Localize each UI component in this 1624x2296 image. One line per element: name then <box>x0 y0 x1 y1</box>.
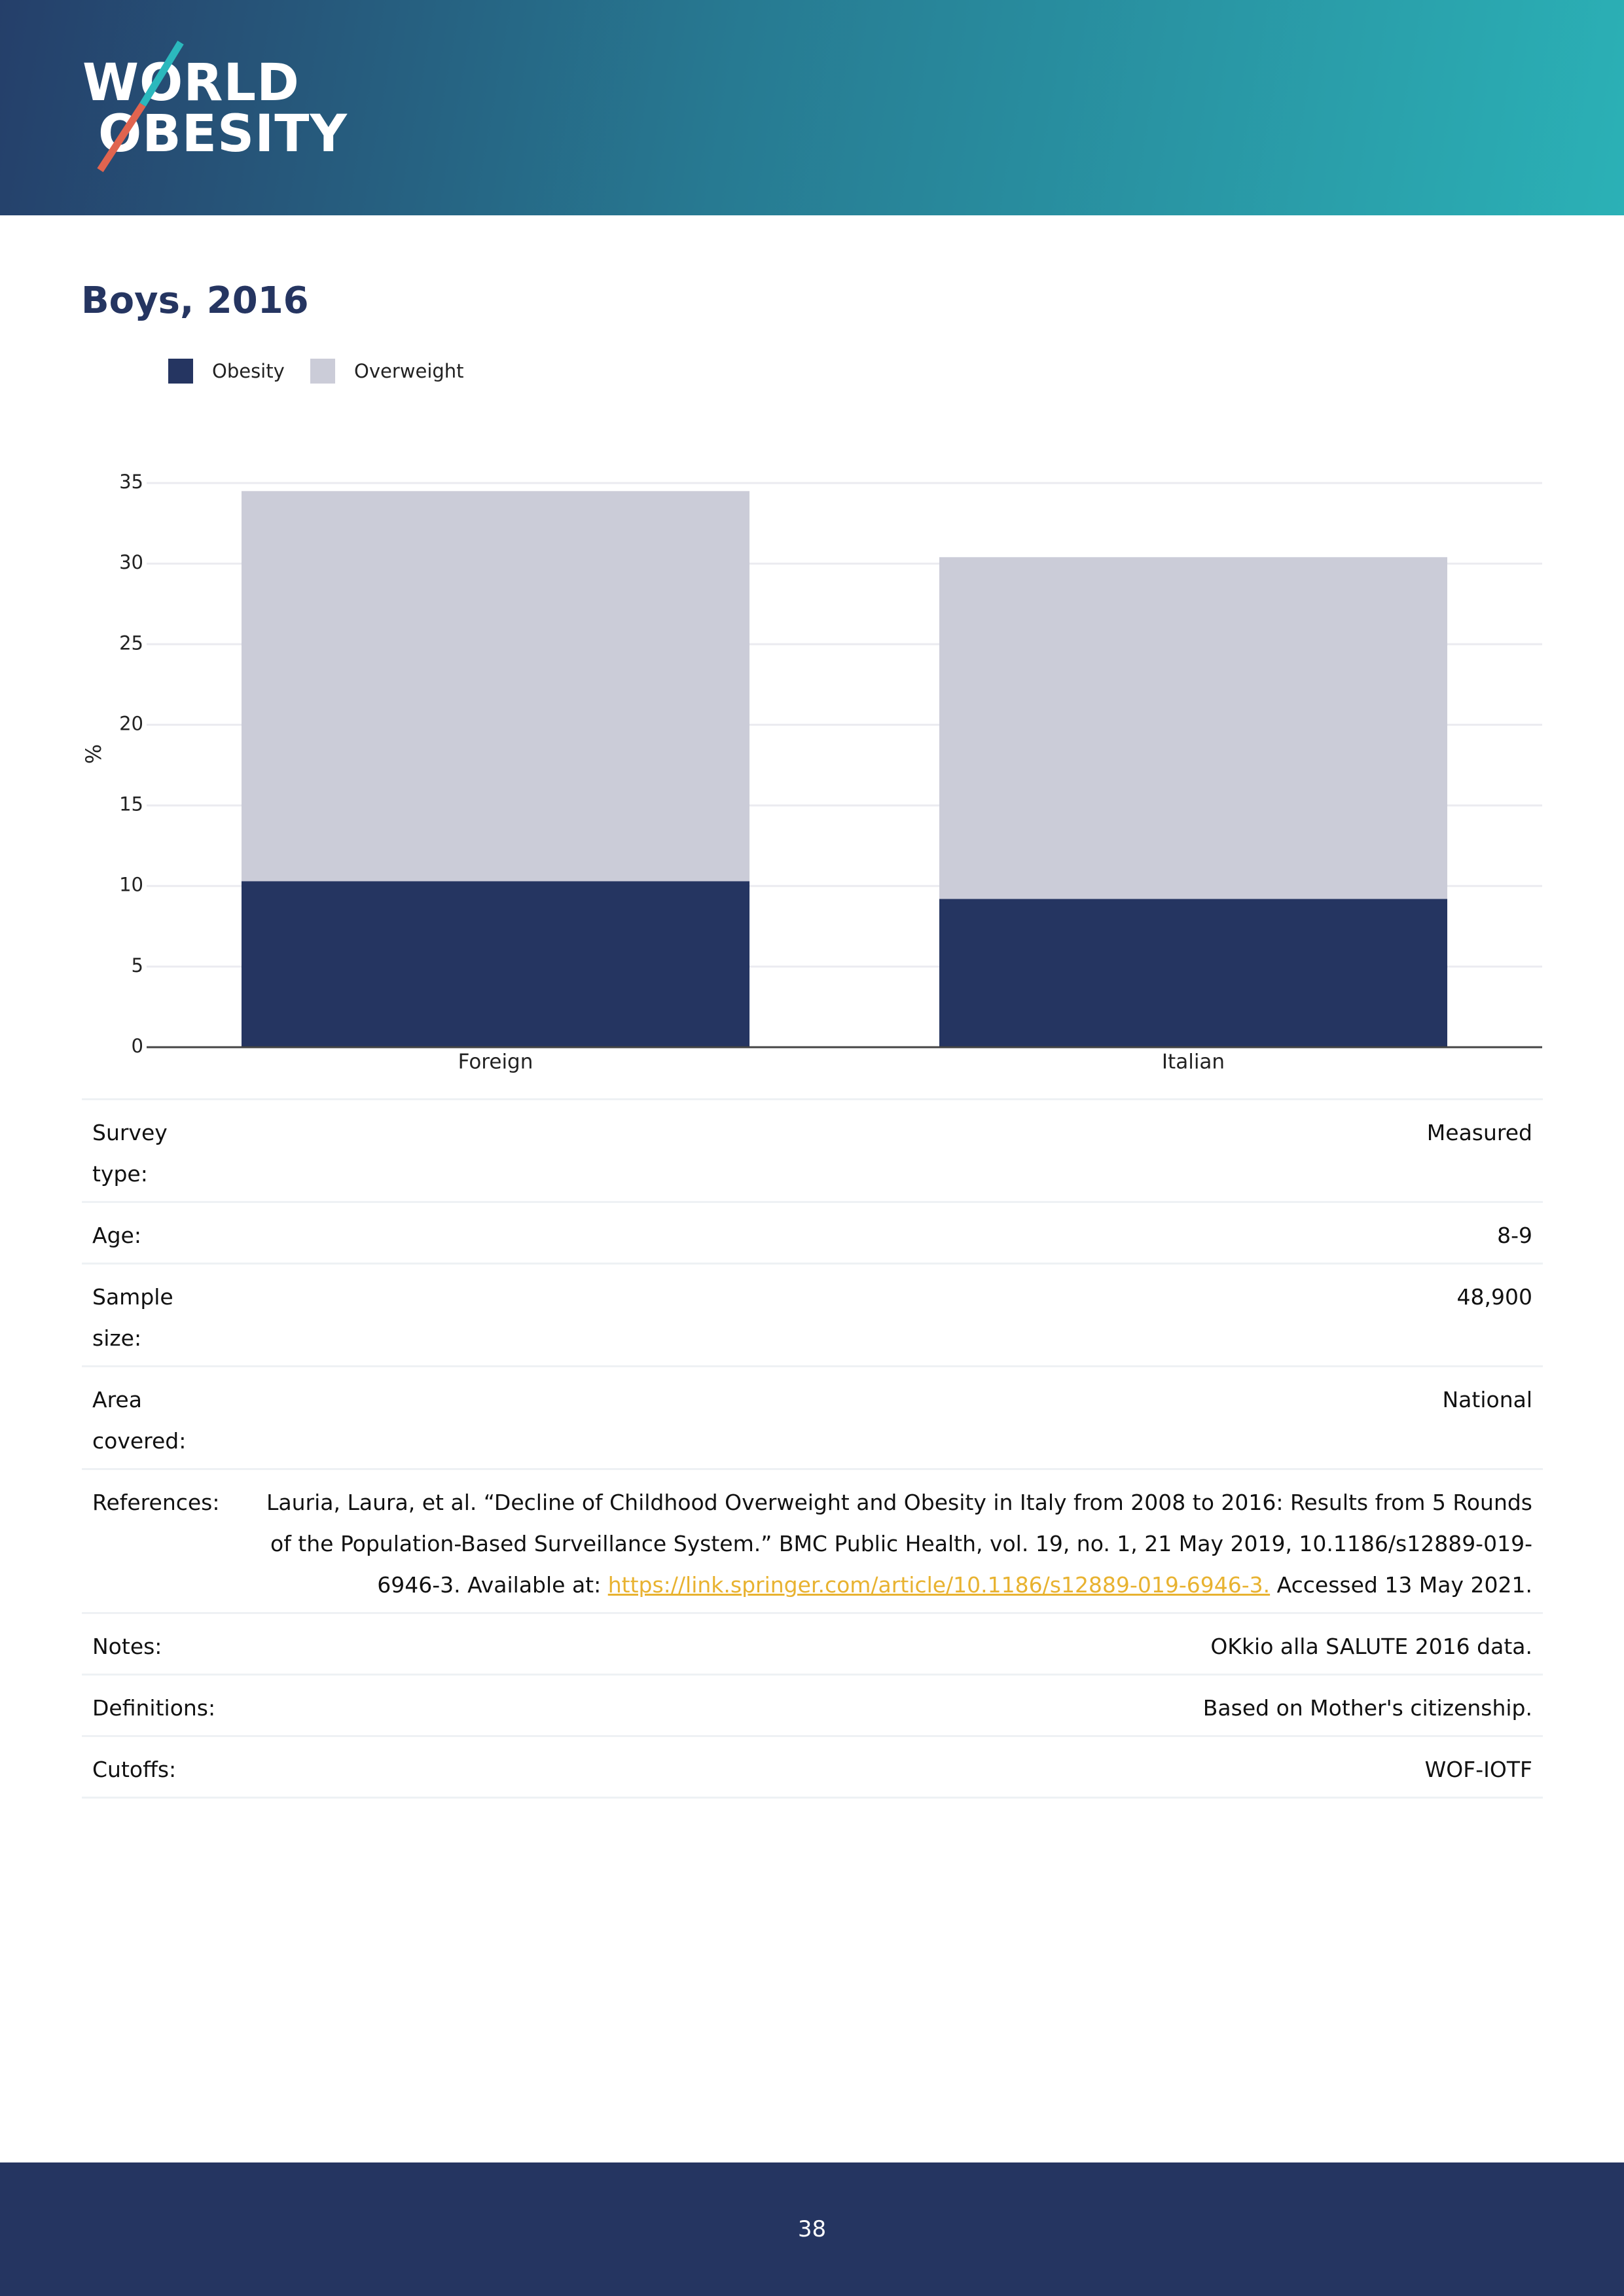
row-label: References: <box>92 1490 220 1515</box>
row-label: Sample size: <box>92 1284 173 1351</box>
info-table: Survey type: Measured Age: 8-9 Sample size: 4… <box>82 1098 1543 1799</box>
reference-accessed: Accessed 13 May 2021. <box>1276 1572 1532 1598</box>
legend-swatch <box>310 359 335 384</box>
y-tick-label: 5 <box>132 954 143 977</box>
row-value: 48,900 <box>1456 1284 1532 1310</box>
row-value: Measured <box>1426 1120 1532 1145</box>
bar-segment <box>241 491 750 882</box>
logo-text: WORLD <box>82 54 300 113</box>
header: WORLD OBESITY <box>0 0 1624 215</box>
bar-segment <box>939 557 1448 899</box>
row-value: OKkio alla SALUTE 2016 data. <box>1210 1634 1532 1659</box>
y-tick-label: 30 <box>119 551 143 573</box>
reference-text: Lauria, Laura, et al. “Decline of Childh… <box>266 1490 1532 1598</box>
chart: Boys, 2016 % Obesity Overweight 0 5 10 15 20 25… <box>81 279 1542 1074</box>
y-tick-label: 0 <box>132 1035 143 1057</box>
row-label: Survey type: <box>92 1120 168 1187</box>
bar-segment <box>939 899 1448 1047</box>
legend-label: Overweight <box>354 360 464 382</box>
chart-title: Boys, 2016 <box>81 279 309 322</box>
table-row: Area covered: National <box>82 1367 1543 1470</box>
row-value: National <box>1442 1387 1532 1412</box>
x-tick-label: Foreign <box>458 1050 533 1074</box>
table-row: References: Lauria, Laura, et al. “Declin… <box>82 1470 1543 1614</box>
legend-label: Obesity <box>212 360 285 382</box>
table-row: Survey type: Measured <box>82 1100 1543 1203</box>
y-tick-label: 35 <box>119 471 143 493</box>
page-number: 38 <box>797 2216 827 2242</box>
row-value: Based on Mother's citizenship. <box>1202 1695 1532 1721</box>
row-value: WOF-IOTF <box>1424 1757 1532 1782</box>
row-label: Age: <box>92 1223 141 1248</box>
table-row: Age: 8-9 <box>82 1203 1543 1265</box>
row-label: Area covered: <box>92 1387 187 1454</box>
row-label: Definitions: <box>92 1695 216 1721</box>
y-axis-label: % <box>81 744 106 764</box>
x-tick-label: Italian <box>1162 1050 1225 1074</box>
table-row: Sample size: 48,900 <box>82 1265 1543 1367</box>
table-row: Notes: OKkio alla SALUTE 2016 data. <box>82 1614 1543 1676</box>
reference-link[interactable]: https://link.springer.com/article/10.118… <box>607 1572 1271 1598</box>
table-row: Cutoffs: WOF-IOTF <box>82 1737 1543 1799</box>
row-value: Lauria, Laura, et al. “Decline of Childh… <box>211 1482 1532 1605</box>
footer: 38 <box>0 2162 1624 2296</box>
legend-swatch <box>168 359 193 384</box>
bar-segment <box>241 881 750 1047</box>
table-row: Definitions: Based on Mother's citizenshi… <box>82 1676 1543 1737</box>
y-tick-label: 10 <box>119 874 143 896</box>
row-label: Cutoffs: <box>92 1757 177 1782</box>
row-label: Notes: <box>92 1634 162 1659</box>
logo-slash <box>97 41 184 172</box>
y-tick-label: 15 <box>119 793 143 816</box>
y-tick-label: 25 <box>119 632 143 654</box>
row-value: 8-9 <box>1497 1223 1532 1248</box>
y-tick-label: 20 <box>119 712 143 734</box>
